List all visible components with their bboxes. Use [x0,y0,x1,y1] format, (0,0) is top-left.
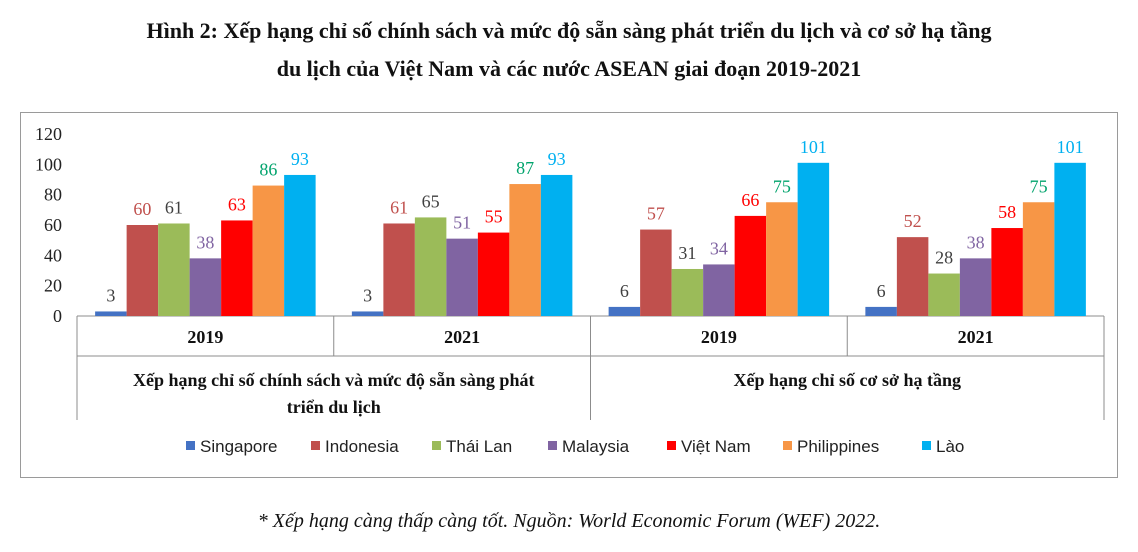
data-label: 51 [453,213,471,233]
legend-label: Philippines [797,437,879,456]
bar-indonesia-3 [896,237,929,316]
data-label: 28 [935,248,953,268]
data-label: 55 [485,207,503,227]
source-footnote: * Xếp hạng càng thấp càng tốt. Nguồn: Wo… [257,510,881,532]
data-label: 63 [228,194,246,214]
y-tick-label-100: 100 [35,154,62,174]
data-label: 61 [165,197,183,217]
bar-lào-3 [1054,162,1086,316]
data-label: 66 [741,190,759,210]
legend-swatch-5 [783,441,792,450]
bar-malaysia-1 [446,238,478,316]
data-label: 38 [196,232,214,252]
data-label: 93 [548,149,566,169]
data-label: 75 [1030,176,1048,196]
data-label: 75 [773,176,791,196]
data-label: 61 [390,197,408,217]
bar-singapore-0 [95,311,127,316]
category-label: 2021 [444,327,480,347]
data-label: 93 [291,149,309,169]
legend-swatch-0 [186,441,195,450]
bar-indonesia-0 [126,225,159,316]
data-label: 3 [363,285,372,305]
bar-lào-0 [284,174,316,316]
bar-philippines-0 [252,185,285,316]
legend-swatch-1 [311,441,320,450]
category-label: 2019 [187,327,223,347]
y-tick-label-40: 40 [44,245,62,265]
bar-thái-lan-3 [928,273,960,316]
bar-singapore-3 [865,306,897,316]
data-label: 6 [877,281,886,301]
group-label-0: Xếp hạng chỉ số chính sách và mức độ sẵn… [133,370,534,390]
bar-malaysia-3 [959,258,992,316]
y-tick-label-80: 80 [44,185,62,205]
legend-swatch-2 [432,441,441,450]
data-label: 38 [967,232,985,252]
bar-lào-2 [797,162,830,316]
bar-thái-lan-0 [158,223,190,316]
category-label: 2021 [958,327,994,347]
bar-indonesia-2 [640,229,672,316]
y-tick-label-0: 0 [53,306,62,326]
legend-swatch-3 [548,441,557,450]
bar-việt-nam-3 [991,228,1023,316]
chart-frame [20,112,1118,478]
bar-việt-nam-0 [221,220,253,316]
bar-singapore-1 [351,311,384,316]
bar-philippines-1 [509,184,541,316]
bar-thái-lan-2 [671,268,704,316]
y-tick-label-120: 120 [35,124,62,144]
bar-việt-nam-1 [477,232,510,316]
data-label: 6 [620,281,629,301]
legend-label: Malaysia [562,437,630,456]
y-tick-label-20: 20 [44,276,62,296]
legend-label: Lào [936,437,964,456]
legend-label: Indonesia [325,437,399,456]
data-label: 65 [422,191,440,211]
legend-swatch-4 [667,441,676,450]
data-label: 3 [106,285,115,305]
data-label: 52 [904,211,922,231]
chart-title-line-1: Hình 2: Xếp hạng chỉ số chính sách và mứ… [146,18,992,43]
group-label-0: triển du lịch [287,397,381,417]
bar-lào-1 [540,174,573,316]
legend-label: Thái Lan [446,437,512,456]
data-label: 87 [516,158,534,178]
bar-malaysia-0 [189,258,222,316]
bar-thái-lan-1 [414,217,447,316]
data-label: 60 [133,199,151,219]
data-label: 101 [800,137,827,157]
bar-singapore-2 [608,306,641,316]
data-label: 101 [1057,137,1084,157]
bar-việt-nam-2 [734,215,767,316]
bar-philippines-2 [766,202,798,316]
data-label: 34 [710,238,728,258]
category-label: 2019 [701,327,737,347]
data-label: 31 [678,243,696,263]
data-label: 86 [259,160,277,180]
bar-indonesia-1 [383,223,415,316]
legend-label: Việt Nam [681,437,751,456]
legend-swatch-6 [922,441,931,450]
data-label: 58 [998,202,1016,222]
legend-label: Singapore [200,437,278,456]
chart-title-line-2: du lịch của Việt Nam và các nước ASEAN g… [276,56,862,81]
bar-philippines-3 [1022,202,1055,316]
y-tick-label-60: 60 [44,215,62,235]
bar-malaysia-2 [703,264,735,316]
data-label: 57 [647,204,665,224]
group-label-1: Xếp hạng chỉ số cơ sở hạ tầng [734,370,961,390]
